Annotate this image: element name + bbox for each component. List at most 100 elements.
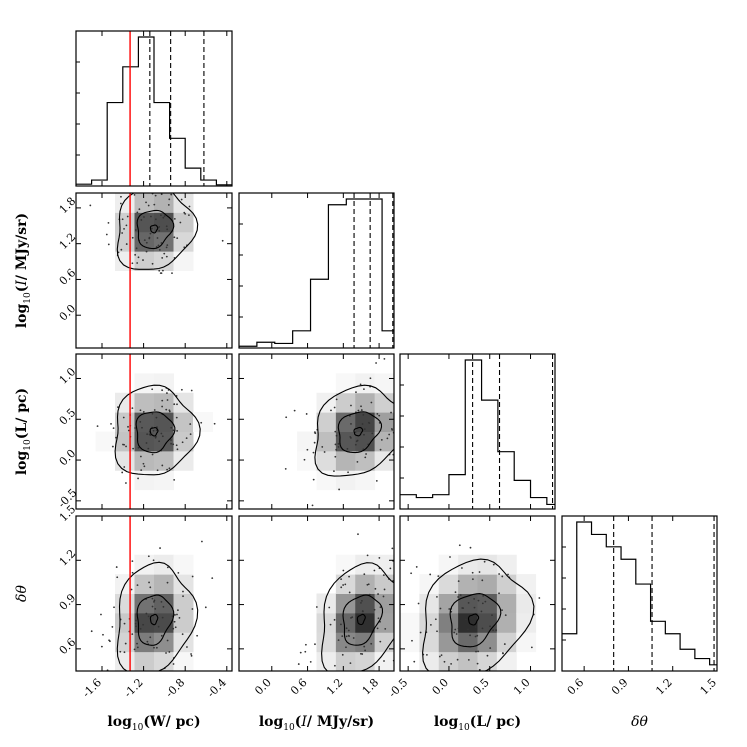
contour-level-0 <box>467 613 480 626</box>
scatter-point <box>384 627 387 630</box>
scatter-point <box>503 643 506 645</box>
scatter-point <box>165 408 168 411</box>
scatter-point <box>179 221 182 224</box>
scatter-point <box>175 416 178 419</box>
scatter-point <box>333 470 335 473</box>
scatter-point <box>190 389 193 392</box>
joint-panel-I-vs-W <box>89 193 224 275</box>
scatter-point <box>151 388 154 391</box>
scatter-point <box>457 627 460 630</box>
density-cell <box>458 612 478 633</box>
contour-level-2 <box>116 561 199 671</box>
scatter-point <box>171 615 174 618</box>
scatter-point <box>154 436 157 439</box>
scatter-point <box>110 422 112 425</box>
scatter-point <box>482 594 485 597</box>
scatter-point <box>159 547 161 549</box>
density-cell <box>438 593 459 614</box>
scatter-point <box>312 478 315 481</box>
density-cell <box>496 612 517 633</box>
scatter-point <box>135 619 137 622</box>
scatter-point <box>156 672 158 674</box>
panel-frame-3-1 <box>238 515 395 672</box>
density-cell <box>134 212 155 233</box>
scatter-point <box>160 634 163 637</box>
scatter-point <box>390 411 392 414</box>
scatter-point <box>181 633 184 636</box>
scatter-point <box>168 410 171 413</box>
scatter-point <box>363 388 365 391</box>
density-cell <box>355 651 376 671</box>
scatter-point <box>176 403 178 406</box>
density-cell <box>355 392 376 413</box>
density-cell <box>477 574 498 594</box>
scatter-point <box>477 599 480 602</box>
density-cell <box>335 412 356 432</box>
scatter-point <box>111 445 114 448</box>
scatter-point <box>337 442 340 445</box>
scatter-point <box>173 620 176 623</box>
scatter-point <box>172 443 175 446</box>
scatter-point <box>303 458 306 461</box>
density-cell <box>355 554 376 575</box>
scatter-point <box>410 572 413 575</box>
scatter-point <box>168 651 171 653</box>
scatter-point <box>134 253 137 256</box>
scatter-point <box>176 429 179 432</box>
scatter-point <box>354 431 357 434</box>
scatter-point <box>337 446 340 448</box>
scatter-point <box>498 592 500 595</box>
scatter-point <box>124 642 127 645</box>
scatter-point <box>313 441 316 444</box>
scatter-point <box>162 216 165 219</box>
scatter-point <box>350 617 352 619</box>
scatter-point <box>333 406 336 409</box>
scatter-point <box>475 650 477 653</box>
scatter-point <box>476 662 479 665</box>
scatter-point <box>321 446 324 448</box>
density-cell <box>355 574 376 594</box>
scatter-point <box>369 377 372 380</box>
scatter-point <box>429 623 432 626</box>
scatter-point <box>137 446 140 449</box>
density-cell <box>335 612 356 633</box>
scatter-point <box>344 583 347 586</box>
scatter-point <box>190 654 193 657</box>
scatter-point <box>397 616 399 618</box>
scatter-point <box>538 597 541 599</box>
scatter-point <box>171 272 173 275</box>
scatter-point <box>326 677 328 679</box>
scatter-point <box>150 227 153 230</box>
density-cell <box>297 431 317 452</box>
joint-panel-dtheta-vs-W <box>90 540 214 674</box>
scatter-point <box>479 673 481 675</box>
scatter-point <box>375 479 378 482</box>
density-cell <box>477 612 498 633</box>
scatter-point <box>167 204 170 206</box>
density-cell <box>496 574 517 594</box>
scatter-point <box>165 255 168 258</box>
scatter-point <box>154 607 157 610</box>
scatter-point <box>284 467 287 470</box>
scatter-point <box>148 581 150 584</box>
x-tick-label-dtheta: 0.6 <box>565 676 587 698</box>
scatter-point <box>498 573 501 575</box>
scatter-point <box>427 422 429 424</box>
x-tick-label-dtheta: 1.5 <box>698 676 720 698</box>
density-cell <box>438 651 459 671</box>
histogram-step-dtheta <box>562 521 717 666</box>
scatter-point <box>484 600 487 603</box>
scatter-point <box>151 412 154 415</box>
scatter-point <box>471 571 474 574</box>
contour-level-0 <box>149 224 159 234</box>
scatter-point <box>156 237 159 239</box>
scatter-point <box>407 415 409 417</box>
scatter-point <box>378 557 381 559</box>
scatter-point <box>375 362 377 364</box>
scatter-point <box>436 630 438 633</box>
scatter-point <box>379 640 382 643</box>
density-cell <box>496 632 517 653</box>
histogram-L <box>400 354 555 509</box>
scatter-point <box>404 428 406 430</box>
scatter-point <box>304 643 307 646</box>
